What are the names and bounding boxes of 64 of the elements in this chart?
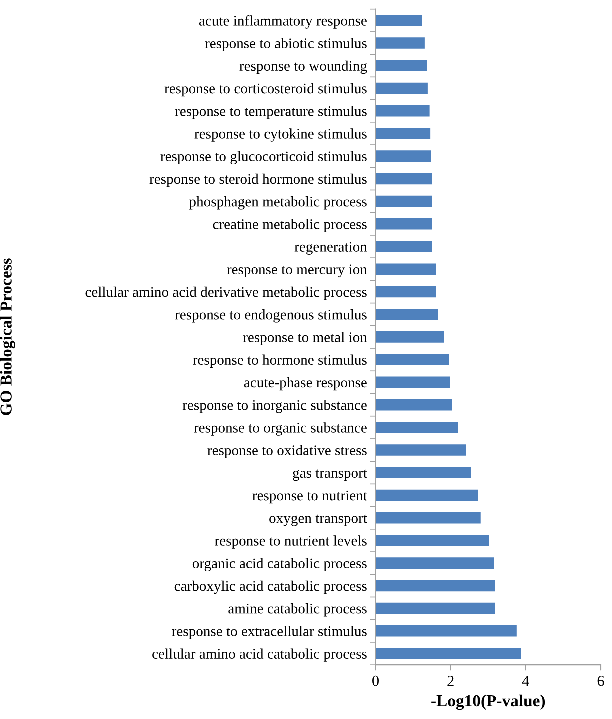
bar xyxy=(376,196,432,208)
x-tick-label: 2 xyxy=(448,676,454,686)
bar xyxy=(376,376,450,388)
y-tick-label: response to temperature stimulus xyxy=(175,106,367,120)
y-tick-label: response to cytokine stimulus xyxy=(194,128,367,142)
x-tick-label: 0 xyxy=(372,676,380,686)
y-tick-label: response to nutrient levels xyxy=(215,536,367,549)
bar xyxy=(376,38,425,49)
y-tick-label: response to extracellular stimulus xyxy=(172,626,367,640)
bar xyxy=(376,308,438,320)
y-tick-label: response to wounding xyxy=(240,60,368,74)
y-tick-label: response to glucocorticoid stimulus xyxy=(160,151,367,165)
bar xyxy=(376,399,452,411)
bar xyxy=(376,535,490,546)
y-tick-label: response to hormone stimulus xyxy=(193,354,367,368)
bar xyxy=(376,648,522,660)
x-tick-label: 6 xyxy=(598,676,604,686)
y-tick-label: organic acid catabolic process xyxy=(192,558,367,572)
bar xyxy=(376,60,428,72)
y-tick-label: amine catabolic process xyxy=(228,603,367,617)
bar xyxy=(376,15,422,26)
x-axis-title: -Log10(P-value) xyxy=(432,694,546,710)
y-axis-title: GO Biological Process xyxy=(0,258,16,416)
bar xyxy=(376,490,478,502)
bar xyxy=(376,264,436,276)
y-tick-label: cellular amino acid catabolic process xyxy=(152,648,367,662)
bar xyxy=(376,626,517,637)
bar xyxy=(376,82,428,94)
bar xyxy=(376,602,496,614)
y-tick-label: response to metal ion xyxy=(243,332,368,346)
y-tick-label: response to abiotic stimulus xyxy=(205,38,367,52)
bar xyxy=(376,105,430,117)
bar xyxy=(376,580,496,592)
y-tick-label: response to oxidative stress xyxy=(208,445,367,458)
y-tick-label: response to nutrient xyxy=(252,490,368,504)
bar xyxy=(376,218,432,230)
bar xyxy=(376,558,494,569)
y-tick-label: acute-phase response xyxy=(244,377,367,391)
y-tick-label: phosphagen metabolic process xyxy=(189,196,367,210)
bar xyxy=(376,286,436,298)
y-tick-label: carboxylic acid catabolic process xyxy=(174,580,367,594)
bar xyxy=(376,173,432,185)
y-tick-label: acute inflammatory response xyxy=(199,16,367,29)
y-tick-label: response to endogenous stimulus xyxy=(175,310,367,323)
bar xyxy=(376,444,466,456)
y-tick-label: response to inorganic substance xyxy=(182,400,367,414)
bar xyxy=(376,512,481,524)
y-tick-label: gas transport xyxy=(293,470,368,482)
bar xyxy=(376,241,432,252)
y-tick-label: regeneration xyxy=(294,242,368,255)
x-tick-label: 4 xyxy=(522,676,530,686)
y-tick-label: response to mercury ion xyxy=(227,264,368,278)
bar xyxy=(376,332,444,343)
bar xyxy=(376,128,431,140)
y-tick-label: response to corticosteroid stimulus xyxy=(164,83,367,97)
y-tick-label: creatine metabolic process xyxy=(213,219,367,232)
bar xyxy=(376,150,432,162)
y-tick-label: response to steroid hormone stimulus xyxy=(150,174,367,188)
bar xyxy=(376,354,450,366)
y-tick-label: oxygen transport xyxy=(270,514,368,526)
y-tick-label: response to organic substance xyxy=(194,422,367,436)
bar xyxy=(376,422,458,434)
bar xyxy=(376,467,472,479)
y-tick-label: cellular amino acid derivative metabolic process xyxy=(86,286,367,300)
